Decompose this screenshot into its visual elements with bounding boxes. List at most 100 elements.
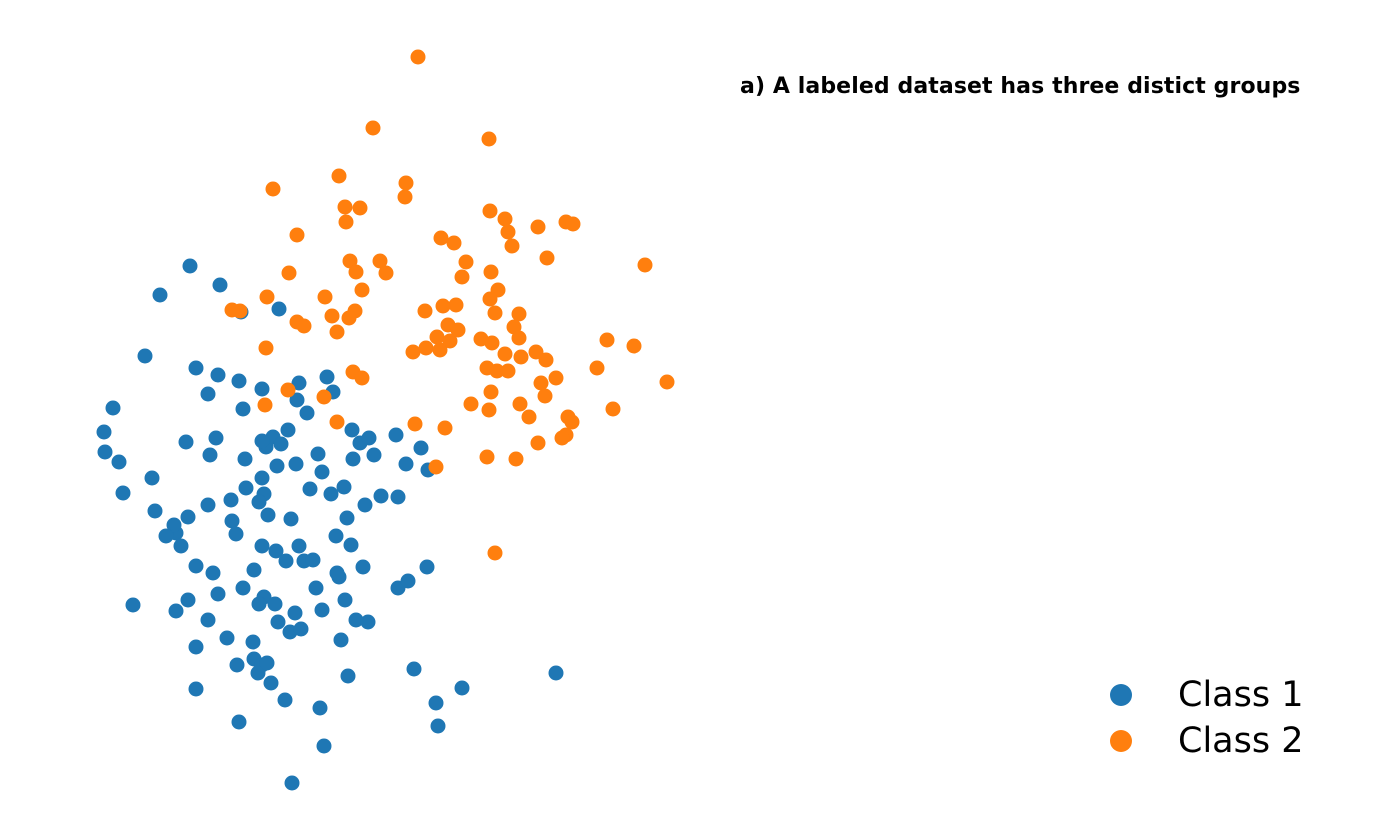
data-point <box>564 414 580 430</box>
data-point <box>152 287 168 303</box>
data-point <box>366 447 382 463</box>
data-point <box>329 324 345 340</box>
data-point <box>289 227 305 243</box>
data-point <box>352 200 368 216</box>
data-point <box>281 265 297 281</box>
data-point <box>271 301 287 317</box>
data-point <box>398 456 414 472</box>
data-point <box>454 680 470 696</box>
data-point <box>479 449 495 465</box>
data-point <box>147 503 163 519</box>
data-point <box>258 340 274 356</box>
data-point <box>245 634 261 650</box>
data-point <box>481 402 497 418</box>
data-point <box>508 451 524 467</box>
data-point <box>235 580 251 596</box>
data-point <box>413 440 429 456</box>
data-point <box>158 528 174 544</box>
data-point <box>288 456 304 472</box>
data-point <box>406 661 422 677</box>
data-point <box>354 282 370 298</box>
data-point <box>372 253 388 269</box>
data-point <box>265 181 281 197</box>
data-point <box>212 277 228 293</box>
data-point <box>254 381 270 397</box>
data-point <box>365 120 381 136</box>
data-point <box>481 131 497 147</box>
data-point <box>229 657 245 673</box>
data-point <box>323 486 339 502</box>
data-point <box>314 464 330 480</box>
data-point <box>548 370 564 386</box>
data-point <box>539 250 555 266</box>
legend-marker-class-2-icon <box>1110 730 1132 752</box>
data-point <box>324 308 340 324</box>
data-point <box>235 401 251 417</box>
legend-label-class-1: Class 1 <box>1178 674 1304 715</box>
data-point <box>188 639 204 655</box>
data-point <box>450 322 466 338</box>
data-point <box>314 602 330 618</box>
legend-item-class-2[interactable]: Class 2 <box>1110 718 1360 764</box>
data-point <box>267 596 283 612</box>
legend-item-class-1[interactable]: Class 1 <box>1110 672 1360 718</box>
data-point <box>280 382 296 398</box>
data-point <box>312 700 328 716</box>
data-point <box>400 573 416 589</box>
data-point <box>180 592 196 608</box>
data-point <box>538 352 554 368</box>
data-point <box>388 427 404 443</box>
data-point <box>137 348 153 364</box>
data-point <box>331 168 347 184</box>
data-point <box>284 775 300 791</box>
data-point <box>626 338 642 354</box>
data-point <box>337 199 353 215</box>
data-point <box>168 603 184 619</box>
data-point <box>433 230 449 246</box>
data-point <box>537 388 553 404</box>
data-point <box>310 446 326 462</box>
data-point <box>511 306 527 322</box>
data-point <box>333 632 349 648</box>
data-point <box>291 375 307 391</box>
data-point <box>512 396 528 412</box>
data-point <box>418 340 434 356</box>
data-point <box>260 507 276 523</box>
data-point <box>637 257 653 273</box>
data-point <box>237 451 253 467</box>
data-point <box>398 175 414 191</box>
data-point <box>407 416 423 432</box>
data-point <box>228 526 244 542</box>
data-point <box>435 298 451 314</box>
data-point <box>270 614 286 630</box>
data-point <box>299 405 315 421</box>
data-point <box>442 333 458 349</box>
data-point <box>273 436 289 452</box>
chart-legend: Class 1 Class 2 <box>1110 672 1360 764</box>
data-point <box>173 538 189 554</box>
data-point <box>316 389 332 405</box>
data-point <box>417 303 433 319</box>
data-point <box>263 675 279 691</box>
data-point <box>428 695 444 711</box>
data-point <box>511 330 527 346</box>
data-point <box>316 738 332 754</box>
data-point <box>317 289 333 305</box>
data-point <box>259 655 275 671</box>
data-point <box>390 489 406 505</box>
data-point <box>210 586 226 602</box>
data-point <box>410 49 426 65</box>
data-point <box>205 565 221 581</box>
data-point <box>659 374 675 390</box>
data-point <box>182 258 198 274</box>
data-point <box>208 430 224 446</box>
data-point <box>200 497 216 513</box>
data-point <box>223 492 239 508</box>
data-point <box>111 454 127 470</box>
data-point <box>448 297 464 313</box>
data-point <box>246 562 262 578</box>
data-point <box>340 668 356 684</box>
data-point <box>548 665 564 681</box>
